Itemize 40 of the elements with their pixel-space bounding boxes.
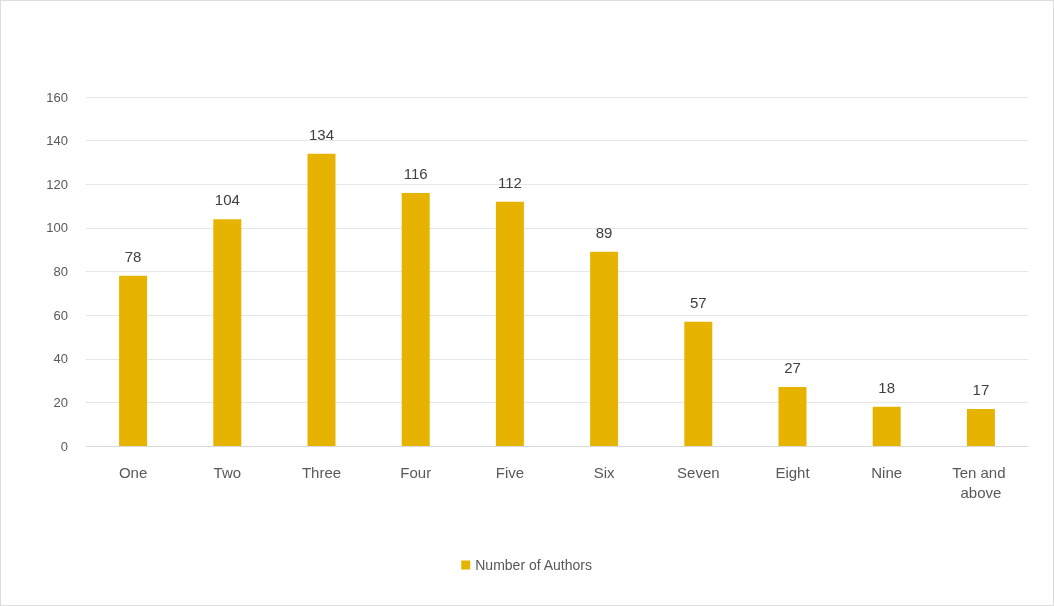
data-label: 104: [214, 191, 240, 209]
x-tick-label: Four: [400, 463, 432, 481]
bar: [307, 153, 336, 446]
bar: [590, 251, 619, 446]
x-tick-label: Two: [213, 463, 242, 481]
x-tick-label: Eight: [775, 463, 811, 481]
bar: [213, 219, 242, 446]
x-tick-label: Ten and above: [952, 463, 1010, 501]
data-label: 17: [972, 380, 990, 398]
y-tick-label: 60: [53, 307, 68, 323]
data-label: 89: [595, 223, 613, 241]
y-tick-label: 120: [46, 176, 68, 192]
bar: [778, 387, 807, 446]
x-tick-label: Nine: [871, 463, 903, 481]
x-tick-label: Three: [301, 463, 342, 481]
x-tick-label: One: [118, 463, 148, 481]
y-tick-label: 20: [53, 394, 68, 410]
data-label: 18: [878, 378, 896, 396]
legend-label: Number of Authors: [475, 557, 592, 573]
bar: [119, 275, 148, 446]
y-tick-label: 80: [53, 264, 68, 279]
data-label: 78: [124, 247, 142, 265]
data-label: 116: [403, 164, 428, 182]
y-tick-label: 140: [46, 133, 68, 149]
x-tick-label: Seven: [677, 463, 720, 481]
x-tick-label: Five: [495, 463, 525, 481]
bar: [684, 321, 713, 446]
data-label: 112: [497, 173, 522, 191]
y-tick-label: 100: [46, 220, 68, 236]
bar: [966, 408, 995, 446]
bar: [872, 406, 901, 446]
x-tick-label: Six: [593, 463, 616, 481]
y-tick-label: 0: [60, 438, 68, 454]
bar: [401, 192, 430, 446]
data-label: 134: [308, 125, 335, 143]
y-tick-label: 160: [46, 89, 68, 105]
bar: [495, 201, 524, 446]
y-tick-label: 40: [53, 351, 68, 367]
data-label: 27: [784, 359, 801, 377]
data-label: 57: [689, 293, 707, 311]
